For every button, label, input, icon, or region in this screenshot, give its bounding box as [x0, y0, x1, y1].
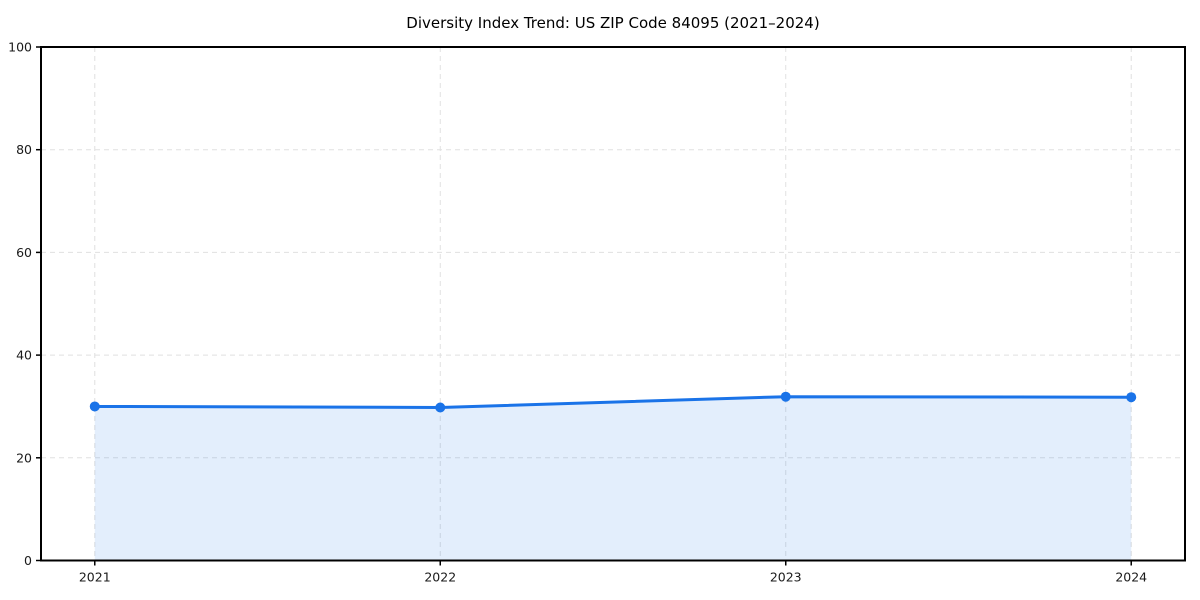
plot-border	[40, 46, 1186, 562]
y-tick-label: 20	[16, 450, 32, 465]
data-point-markers	[89, 391, 1137, 413]
x-tick-label: 2023	[770, 570, 802, 585]
area-fill	[94, 396, 1132, 561]
data-point	[435, 402, 446, 413]
x-tick-label: 2024	[1115, 570, 1147, 585]
data-point	[780, 391, 791, 402]
y-tick-label: 0	[24, 553, 32, 568]
trend-line	[93, 395, 1133, 409]
tick-labels: 0 20 40 60 80 100 2021 2022 2023 2024	[8, 40, 1147, 585]
y-tick-label: 100	[8, 40, 32, 55]
data-point	[89, 401, 100, 412]
chart-title: Diversity Index Trend: US ZIP Code 84095…	[406, 14, 819, 32]
data-point	[1126, 392, 1137, 403]
x-tick-label: 2021	[79, 570, 111, 585]
y-tick-label: 40	[16, 348, 32, 363]
axes	[40, 46, 1186, 562]
series-line	[93, 395, 1133, 409]
y-tick-label: 80	[16, 142, 32, 157]
y-tick-label: 60	[16, 245, 32, 260]
tick-marks	[36, 46, 1132, 566]
x-tick-label: 2022	[424, 570, 456, 585]
area-under-line	[94, 396, 1132, 561]
